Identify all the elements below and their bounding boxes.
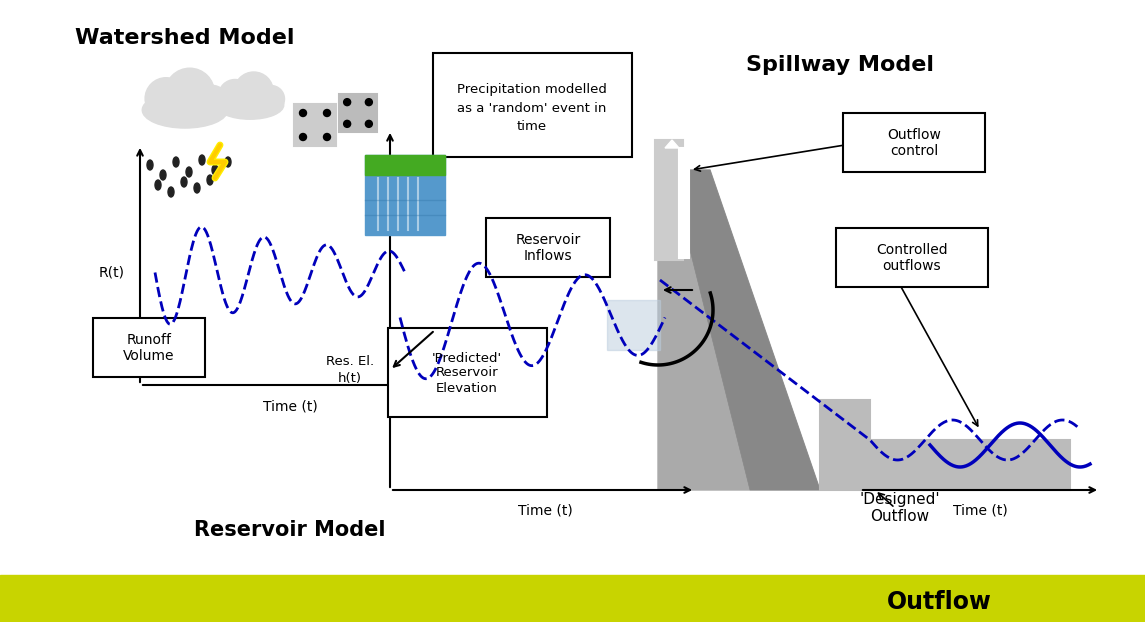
Bar (0, 575, 1145, 622)
Polygon shape (607, 300, 660, 350)
Circle shape (344, 121, 350, 128)
Bar (679, 148, 689, 258)
Circle shape (344, 99, 350, 106)
Circle shape (365, 121, 372, 128)
Text: Time (t): Time (t) (953, 503, 1008, 517)
Polygon shape (820, 400, 1069, 490)
Bar (294, 104, 335, 146)
FancyBboxPatch shape (388, 328, 547, 417)
Text: Res. El.
h(t): Res. El. h(t) (326, 355, 374, 385)
Text: Runoff
Volume: Runoff Volume (124, 333, 175, 363)
FancyBboxPatch shape (485, 218, 610, 277)
Text: Precipitation modelled
as a 'random' event in
time: Precipitation modelled as a 'random' eve… (457, 83, 607, 132)
Polygon shape (670, 170, 820, 490)
Circle shape (195, 85, 229, 119)
Text: R(t): R(t) (98, 266, 125, 279)
Circle shape (300, 134, 307, 141)
Ellipse shape (207, 175, 213, 185)
Bar (655, 140, 684, 260)
Circle shape (165, 68, 214, 118)
Text: Spillway Model: Spillway Model (747, 55, 934, 75)
Ellipse shape (155, 180, 161, 190)
Circle shape (235, 72, 274, 111)
Ellipse shape (173, 157, 179, 167)
Circle shape (324, 134, 331, 141)
Ellipse shape (142, 92, 228, 128)
Text: Reservoir
Inflows: Reservoir Inflows (515, 233, 581, 263)
Circle shape (145, 78, 187, 119)
Text: Outflow
control: Outflow control (887, 128, 941, 158)
Ellipse shape (212, 165, 218, 175)
FancyBboxPatch shape (433, 53, 632, 157)
Polygon shape (658, 170, 820, 490)
FancyBboxPatch shape (93, 318, 205, 377)
Text: Watershed Model: Watershed Model (76, 28, 294, 48)
Text: 'Predicted'
Reservoir
Elevation: 'Predicted' Reservoir Elevation (432, 351, 502, 394)
Text: 'Designed'
Outflow: 'Designed' Outflow (860, 492, 940, 524)
Text: Outflow: Outflow (886, 590, 992, 614)
Text: Time (t): Time (t) (262, 400, 317, 414)
Ellipse shape (185, 167, 192, 177)
FancyBboxPatch shape (843, 113, 985, 172)
Ellipse shape (168, 187, 174, 197)
Bar (365, 155, 445, 235)
Ellipse shape (181, 177, 187, 187)
Polygon shape (665, 140, 679, 148)
Circle shape (365, 99, 372, 106)
Circle shape (258, 85, 284, 113)
Bar (339, 94, 377, 132)
FancyBboxPatch shape (836, 228, 988, 287)
Ellipse shape (147, 160, 153, 170)
Ellipse shape (160, 170, 166, 180)
Circle shape (324, 109, 331, 116)
Text: Reservoir Model: Reservoir Model (195, 520, 386, 540)
Ellipse shape (226, 157, 231, 167)
Text: Time (t): Time (t) (518, 503, 572, 517)
Ellipse shape (216, 91, 284, 119)
Ellipse shape (194, 183, 200, 193)
Circle shape (219, 80, 252, 113)
Ellipse shape (199, 155, 205, 165)
Bar (365, 155, 445, 175)
Circle shape (300, 109, 307, 116)
Text: Controlled
outflows: Controlled outflows (876, 243, 948, 273)
